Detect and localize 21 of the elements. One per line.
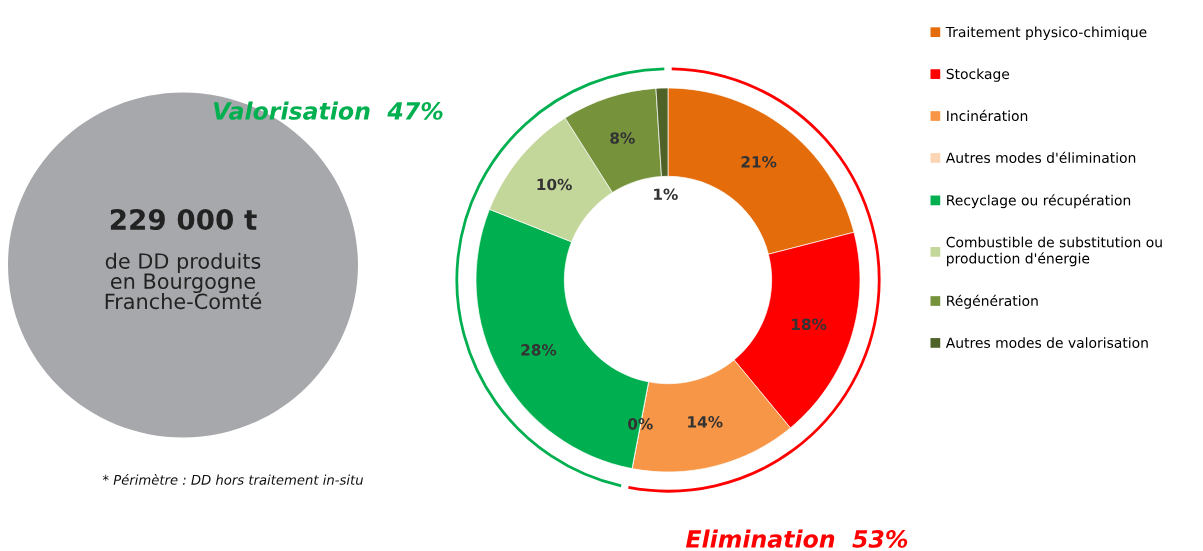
text: 229 000 t <box>110 209 257 231</box>
legend-label: Régénération <box>947 294 1038 309</box>
text: Valorisation 47% <box>213 101 443 120</box>
text: 0% <box>628 418 653 430</box>
legend-label: Combustible de substitution ou production d'énergie <box>946 236 1162 267</box>
text: Elimination 53% <box>685 529 908 548</box>
legend-label: Stockage <box>946 68 1010 82</box>
data-label: 28% <box>521 344 557 356</box>
data-label: 18% <box>792 318 827 331</box>
legend-label: Traitement physico-chimique <box>945 26 1147 40</box>
legend-label: Autres modes d'élimination <box>945 151 1136 163</box>
data-label: 10% <box>537 178 572 191</box>
data-label: 1% <box>654 188 678 200</box>
text: * Périmètre : DD hors traitement in-situ <box>102 474 363 485</box>
data-label: 8% <box>610 132 635 144</box>
legend-label: Autres modes de valorisation <box>945 337 1148 348</box>
legend-label: Incinération <box>947 109 1028 122</box>
data-label: 14% <box>688 416 723 428</box>
text: de DD produits en Bourgogne Franche-Comté <box>105 252 262 310</box>
legend-label: Recyclage ou récupération <box>947 194 1131 209</box>
data-label: 21% <box>741 156 777 168</box>
